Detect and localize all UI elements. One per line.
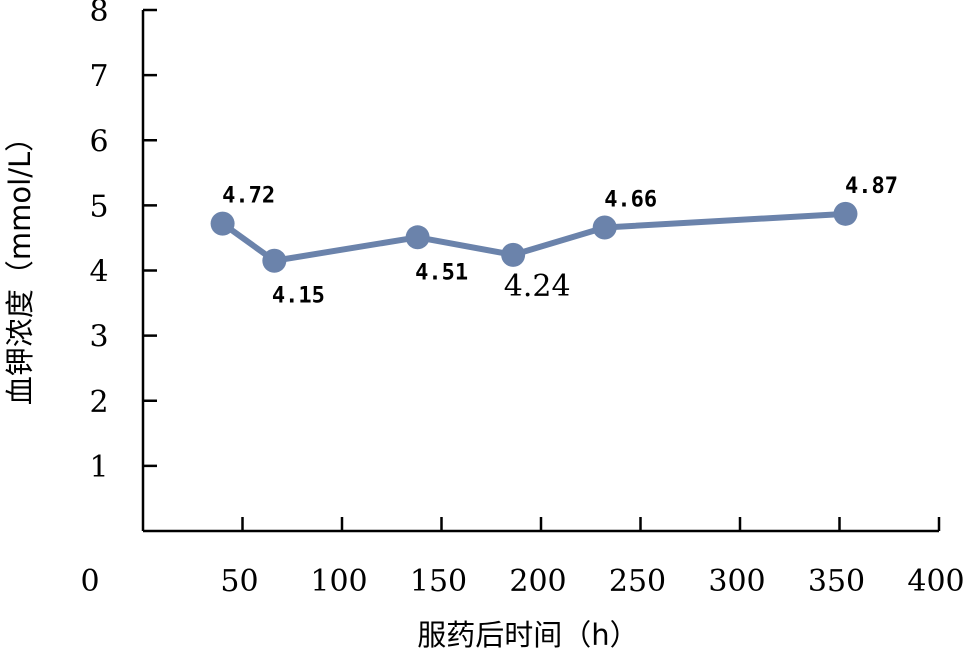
- x-tick-label: 50: [220, 564, 258, 599]
- data-point: [592, 215, 617, 240]
- data-point: [833, 201, 858, 226]
- series-layer: 4.72 4.15 4.51 4.24 4.66 4.87: [210, 174, 898, 309]
- data-label: 4.51: [415, 260, 468, 285]
- x-tick-label: 250: [609, 564, 666, 599]
- x-tick-label: 200: [509, 564, 566, 599]
- data-label: 4.72: [222, 184, 275, 209]
- series-line: [219, 210, 849, 264]
- data-label: 4.24: [504, 269, 571, 304]
- y-tick-label: 7: [89, 59, 108, 94]
- data-point: [501, 242, 526, 267]
- data-point: [210, 211, 235, 236]
- y-tick-label: 5: [89, 189, 108, 224]
- y-tick-label: 4: [89, 255, 108, 290]
- y-axis-title: 血钾浓度（mmol/L）: [3, 123, 37, 405]
- data-point: [262, 248, 287, 273]
- y-tick-label: 6: [89, 124, 108, 159]
- x-tick-label: 150: [410, 564, 467, 599]
- data-label: 4.87: [845, 174, 898, 199]
- x-tick-label: 350: [808, 564, 865, 599]
- y-tick-label: 2: [89, 385, 108, 420]
- y-tick-label: 8: [89, 0, 108, 29]
- x-axis-title: 服药后时间（h）: [417, 618, 638, 652]
- y-tick-label: 1: [89, 450, 108, 485]
- data-point: [405, 225, 430, 250]
- x-tick-label: 100: [310, 564, 367, 599]
- axes: 1 2 3 4 5 6 7 8 0 50 100 150 200 250 300 350 400: [80, 0, 964, 599]
- x-tick-label: 400: [907, 564, 964, 599]
- data-label: 4.15: [272, 284, 325, 309]
- y-tick-label: 3: [89, 320, 108, 355]
- x-tick-label: 300: [708, 564, 765, 599]
- x-tick-label: 0: [80, 564, 99, 599]
- data-label: 4.66: [604, 188, 657, 213]
